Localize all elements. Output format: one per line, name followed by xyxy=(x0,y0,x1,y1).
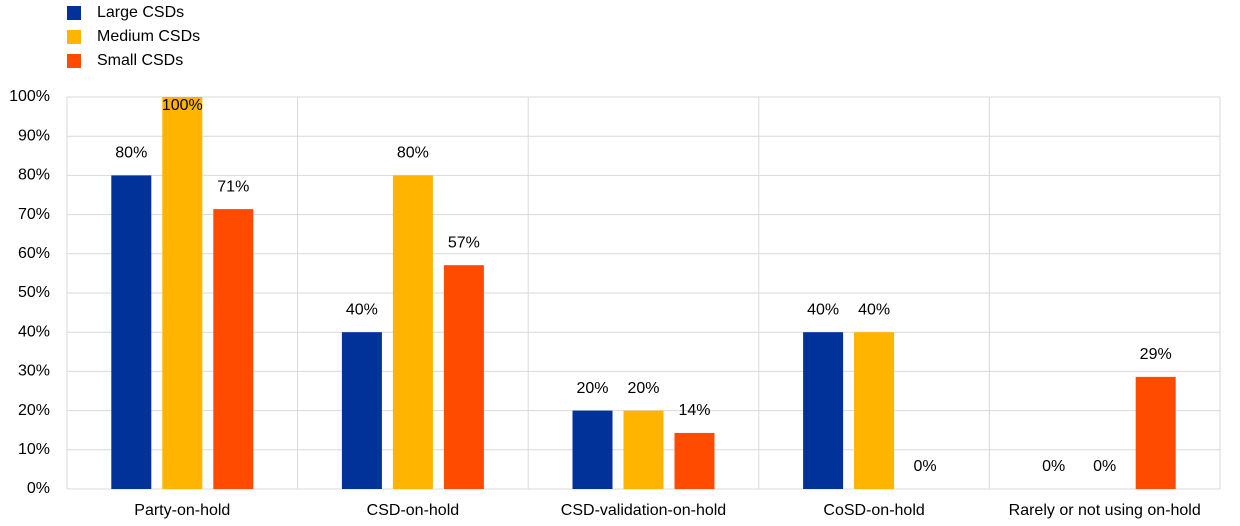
bar xyxy=(162,97,203,489)
bar xyxy=(341,332,382,489)
value-label: 80% xyxy=(397,145,429,162)
y-tick-label: 80% xyxy=(18,167,50,184)
bar xyxy=(854,332,895,489)
value-label: 29% xyxy=(1140,346,1172,363)
y-tick-label: 10% xyxy=(18,441,50,458)
y-tick-label: 60% xyxy=(18,245,50,262)
value-label: 71% xyxy=(217,178,249,195)
y-tick-label: 0% xyxy=(27,480,50,497)
bar xyxy=(803,332,844,489)
y-tick-label: 20% xyxy=(18,402,50,419)
x-tick-label: CSD-validation-on-hold xyxy=(561,502,726,519)
x-tick-label: Party-on-hold xyxy=(134,502,230,519)
legend-swatch xyxy=(67,30,81,44)
bar xyxy=(674,432,715,489)
value-label: 57% xyxy=(448,234,480,251)
y-tick-label: 50% xyxy=(18,284,50,301)
legend-label: Large CSDs xyxy=(97,4,184,21)
value-label: 40% xyxy=(346,301,378,318)
y-tick-label: 90% xyxy=(18,127,50,144)
value-label: 40% xyxy=(807,301,839,318)
bar xyxy=(443,265,484,489)
legend-label: Small CSDs xyxy=(97,52,183,69)
bar xyxy=(392,175,433,489)
bar xyxy=(213,209,254,489)
y-tick-label: 30% xyxy=(18,363,50,380)
value-label: 20% xyxy=(576,380,608,397)
value-label: 0% xyxy=(914,458,937,475)
bar xyxy=(1135,376,1176,489)
value-label: 0% xyxy=(1093,458,1116,475)
x-tick-label: CoSD-on-hold xyxy=(823,502,924,519)
value-label: 14% xyxy=(678,402,710,419)
value-label: 100% xyxy=(162,97,203,114)
y-tick-label: 70% xyxy=(18,206,50,223)
legend-swatch xyxy=(67,6,81,20)
value-label: 80% xyxy=(115,145,147,162)
value-label: 0% xyxy=(1042,458,1065,475)
legend-swatch xyxy=(67,54,81,68)
y-tick-label: 100% xyxy=(9,88,50,105)
bar xyxy=(111,175,152,489)
value-label: 40% xyxy=(858,301,890,318)
bar xyxy=(572,410,613,489)
x-tick-label: Rarely or not using on-hold xyxy=(1009,502,1201,519)
legend-label: Medium CSDs xyxy=(97,28,200,45)
value-label: 20% xyxy=(627,380,659,397)
y-tick-label: 40% xyxy=(18,323,50,340)
bar xyxy=(623,410,664,489)
x-tick-label: CSD-on-hold xyxy=(367,502,459,519)
